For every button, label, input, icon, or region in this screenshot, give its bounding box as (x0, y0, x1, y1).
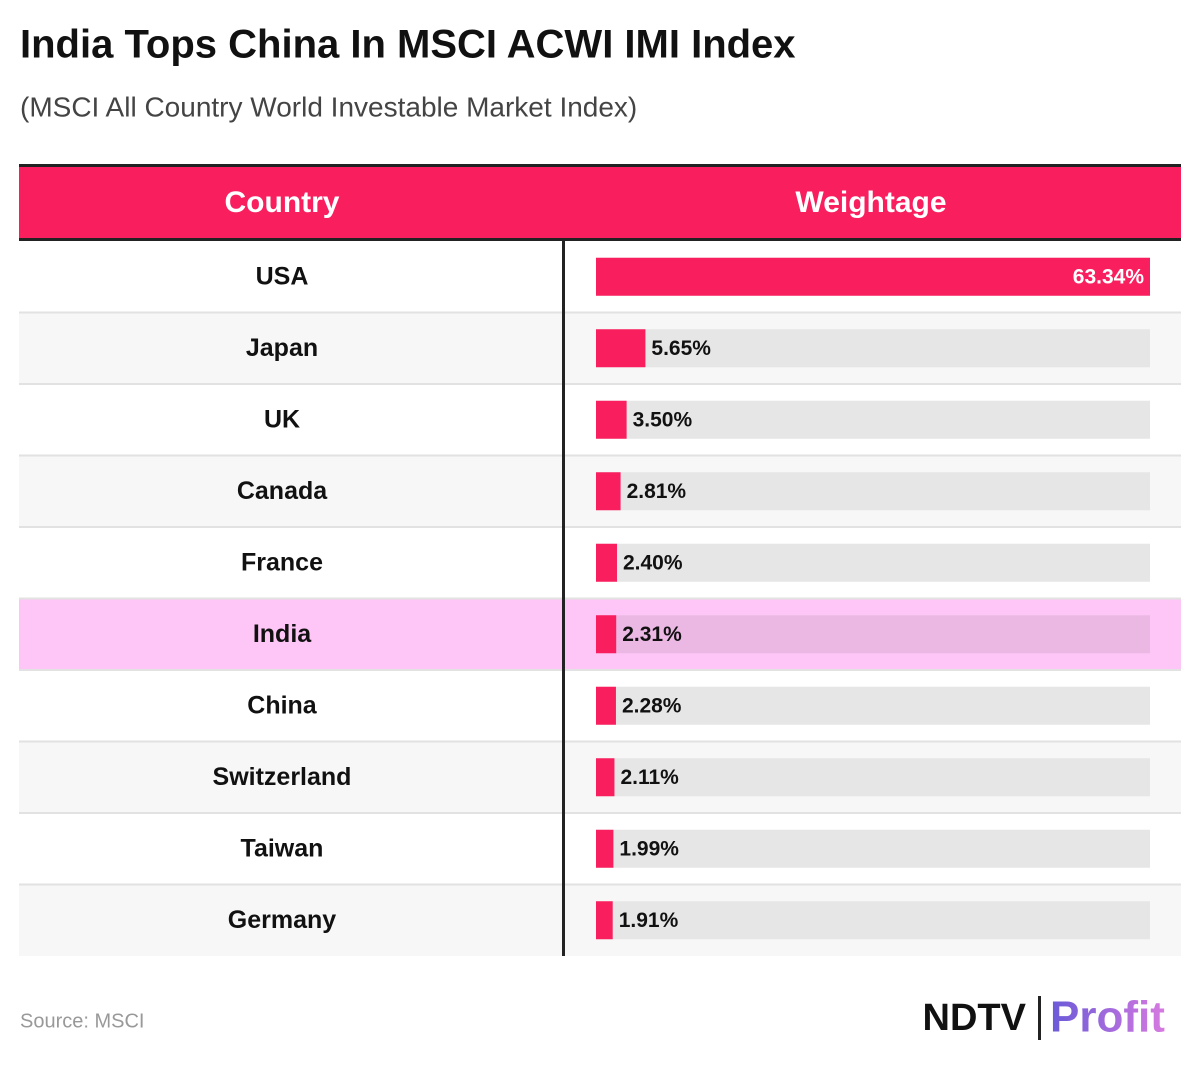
bar-track (596, 829, 1150, 868)
bar (596, 472, 621, 511)
country-label: Taiwan (241, 834, 324, 862)
logo-profit: Profit (1050, 993, 1165, 1042)
chart-subtitle: (MSCI All Country World Investable Marke… (20, 91, 637, 122)
bar (596, 901, 613, 940)
country-label: Switzerland (213, 763, 352, 791)
country-label: UK (264, 405, 300, 433)
column-header: Weightage (795, 186, 946, 219)
bar (596, 400, 627, 439)
bar-track (596, 615, 1150, 654)
country-label: China (247, 691, 318, 719)
country-label: Canada (237, 477, 328, 505)
value-label: 1.99% (619, 837, 679, 860)
bar (596, 543, 617, 582)
country-label: Germany (228, 906, 336, 934)
bar-track (596, 758, 1150, 797)
bar-track (596, 472, 1150, 511)
chart-title: India Tops China In MSCI ACWI IMI Index (20, 23, 796, 67)
country-label: India (253, 620, 312, 648)
value-label: 2.28% (622, 694, 682, 717)
column-divider (562, 241, 565, 956)
value-label: 2.40% (623, 551, 683, 574)
country-label: USA (256, 262, 309, 290)
value-label: 3.50% (633, 408, 693, 431)
bar (596, 829, 614, 868)
bar-track (596, 329, 1150, 368)
value-label: 1.91% (619, 909, 679, 932)
value-label: 63.34% (1073, 265, 1145, 288)
bar-track (596, 543, 1150, 582)
value-label: 2.11% (620, 766, 679, 789)
value-label: 2.81% (627, 480, 687, 503)
bar (596, 615, 617, 654)
bar (596, 257, 1150, 296)
top-border (19, 164, 1181, 167)
bar (596, 686, 616, 725)
country-label: Japan (246, 334, 318, 362)
bar-track (596, 400, 1150, 439)
bar (596, 758, 615, 797)
header-row (19, 167, 1181, 238)
value-label: 5.65% (651, 337, 711, 360)
country-label: France (241, 548, 323, 576)
bar-track (596, 901, 1150, 940)
bar (596, 329, 646, 368)
logo-ndtv: NDTV (923, 997, 1027, 1039)
source: Source: MSCI (20, 1010, 144, 1032)
bar-track (596, 686, 1150, 725)
header-border (19, 238, 1181, 241)
value-label: 2.31% (622, 623, 682, 646)
logo-divider (1038, 996, 1041, 1040)
column-header: Country (225, 186, 340, 219)
